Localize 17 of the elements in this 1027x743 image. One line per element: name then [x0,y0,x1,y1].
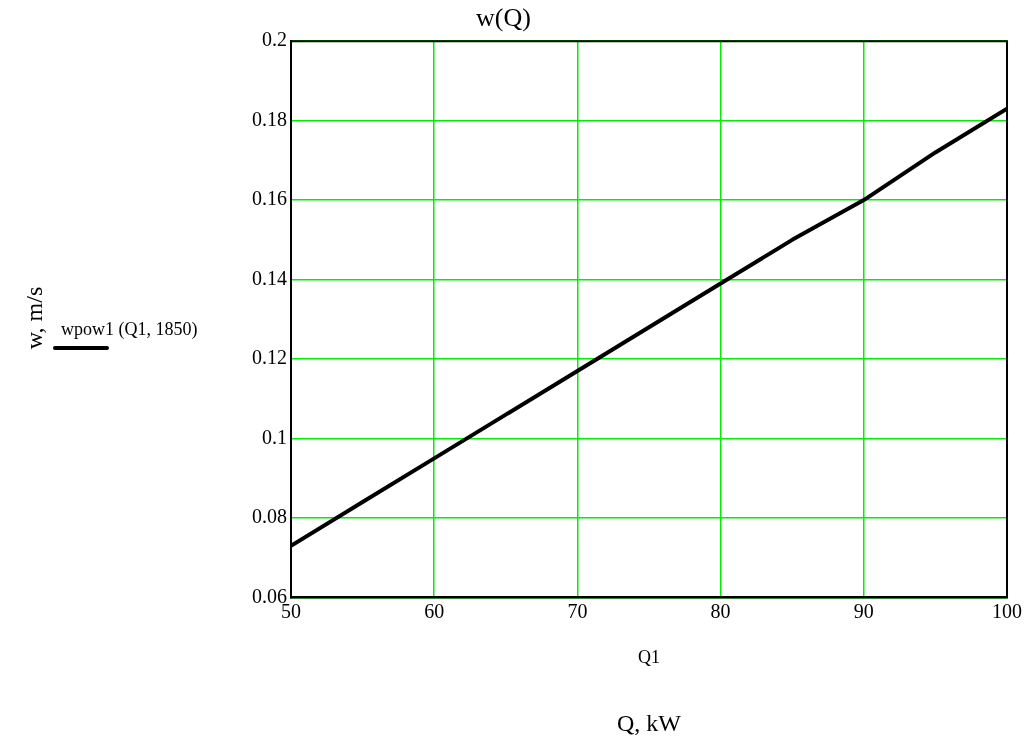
text: Q, kW [617,710,682,737]
y-tick-label: 0.08 [252,505,287,528]
x-tick-label: 60 [424,599,445,622]
x-tick-label: 80 [710,599,731,622]
y-tick-label: 0.2 [262,28,287,51]
y-tick-label: 0.18 [252,107,287,130]
y-tick-label: 0.1 [262,425,287,448]
x-axis-title: Q1 [638,646,660,667]
x-tick-label: 90 [853,599,874,622]
x-tick-label: 100 [992,599,1022,622]
text: wpow1 (Q1, 1850) [61,319,198,340]
chart-title: w(Q) [476,3,531,33]
text: w, m/s [21,286,48,350]
y-tick-label: 0.16 [252,187,287,210]
y-tick-label: 0.12 [252,346,287,369]
y-tick-label: 0.14 [252,266,287,289]
x-tick-label: 70 [567,599,588,622]
